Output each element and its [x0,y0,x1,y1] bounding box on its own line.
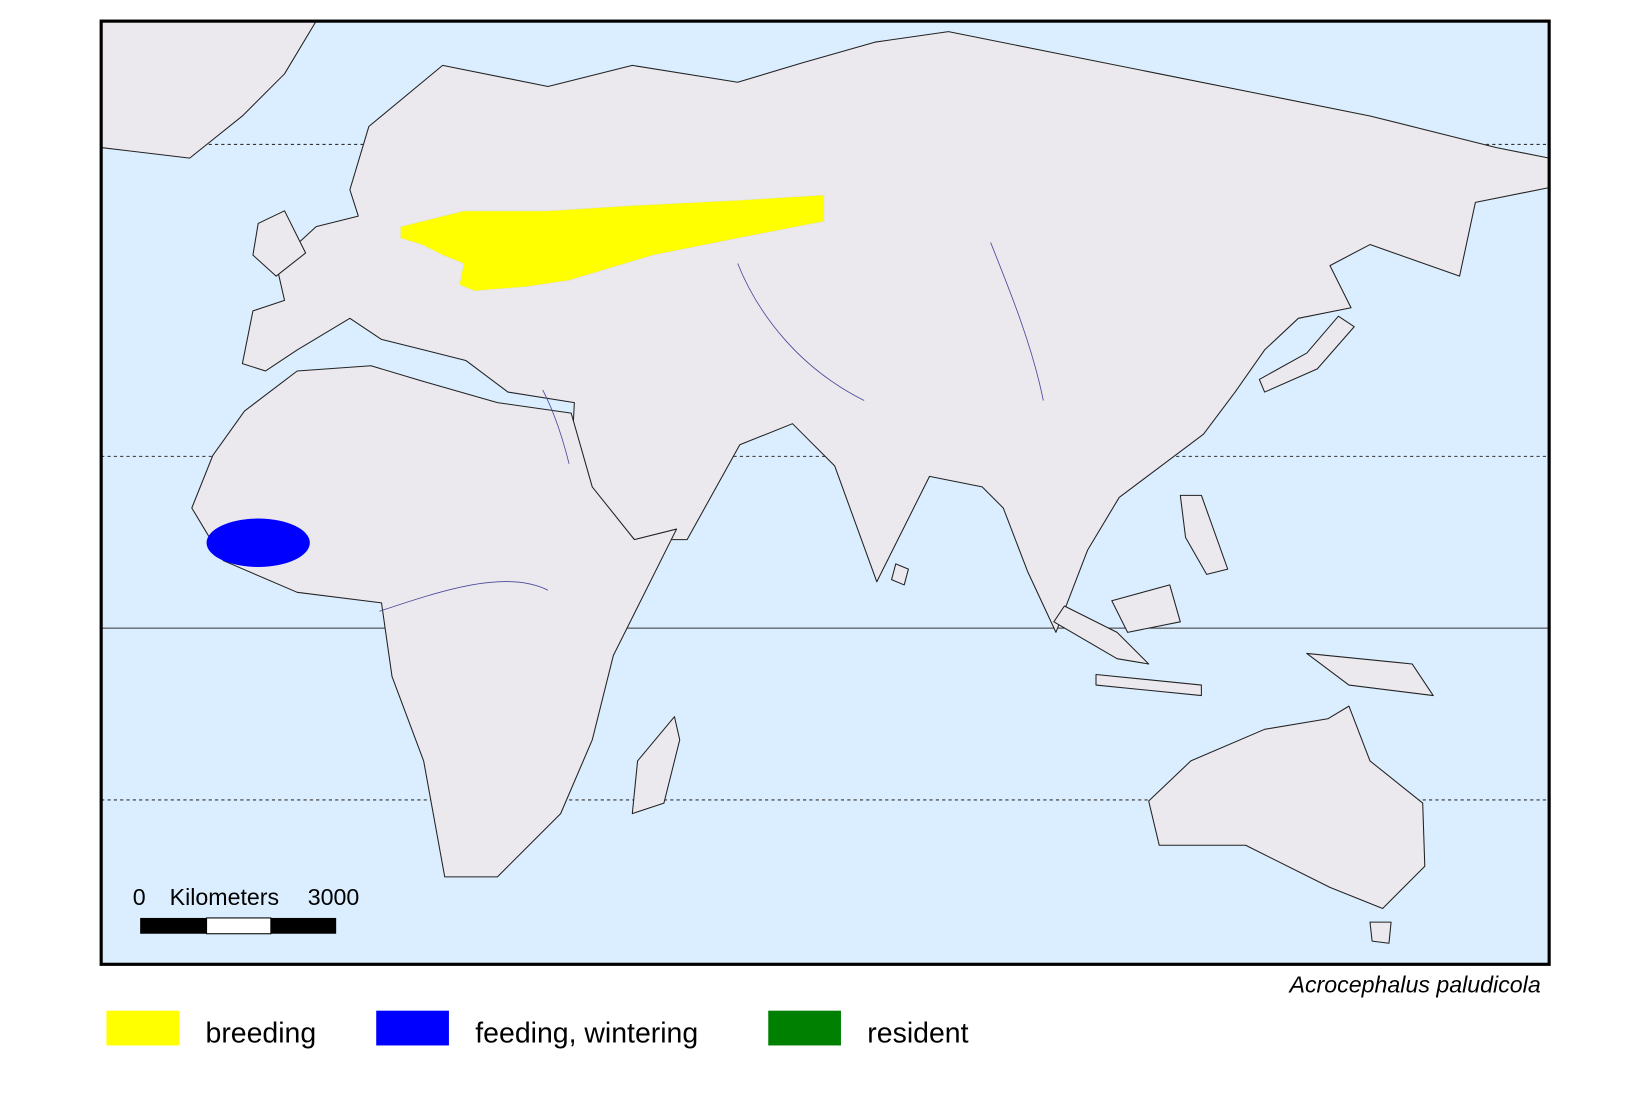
river [379,242,1044,612]
philippines [1179,494,1229,575]
scale-start: 0 [133,884,146,910]
legend-label: feeding, wintering [475,1017,698,1049]
borneo [1111,584,1181,633]
legend-label: resident [867,1017,968,1049]
scale-unit: Kilometers [170,884,279,910]
scale-bar [206,917,272,935]
new-guinea [1306,652,1434,697]
map-frame [99,19,1551,966]
scale-bar [140,917,207,934]
land [100,20,1550,944]
legend-swatch [376,1010,449,1046]
species-name: Acrocephalus paludicola [1288,972,1541,998]
java [1095,673,1202,697]
breeding-range [400,194,825,292]
madagascar [631,716,681,815]
britain [252,210,307,277]
legend-swatch [768,1010,841,1046]
sri-lanka [891,563,909,586]
scale-end: 3000 [308,884,360,910]
tasmania [1369,921,1392,944]
sumatra [1053,605,1150,665]
africa [191,365,678,878]
australia [1148,705,1426,909]
legend-swatch [106,1010,180,1046]
legend-label: breeding [206,1017,317,1049]
japan [1258,315,1355,393]
wintering-range [206,518,310,568]
legend: breeding feeding, wintering resident [106,1010,969,1049]
scale-bar [270,917,337,934]
